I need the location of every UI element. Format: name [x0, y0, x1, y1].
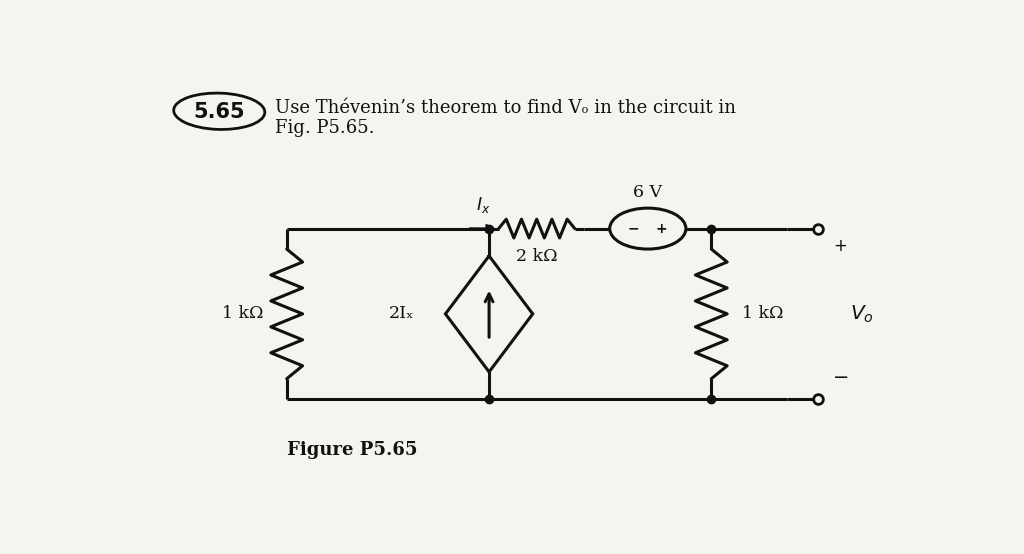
- Text: Use Thévenin’s theorem to find Vₒ in the circuit in: Use Thévenin’s theorem to find Vₒ in the…: [274, 99, 736, 117]
- Text: −: −: [833, 368, 849, 387]
- Text: 2Iₓ: 2Iₓ: [389, 305, 415, 322]
- Text: Figure P5.65: Figure P5.65: [287, 442, 417, 459]
- Text: 1 kΩ: 1 kΩ: [222, 305, 264, 322]
- Text: −: −: [628, 222, 639, 235]
- Text: +: +: [655, 222, 667, 235]
- Text: 5.65: 5.65: [194, 102, 245, 122]
- Text: 6 V: 6 V: [633, 184, 663, 201]
- Text: 2 kΩ: 2 kΩ: [516, 248, 557, 265]
- Text: $I_x$: $I_x$: [475, 195, 489, 215]
- Text: +: +: [834, 237, 848, 255]
- Text: Fig. P5.65.: Fig. P5.65.: [274, 119, 375, 137]
- Text: $V_o$: $V_o$: [850, 303, 873, 325]
- Text: 1 kΩ: 1 kΩ: [742, 305, 783, 322]
